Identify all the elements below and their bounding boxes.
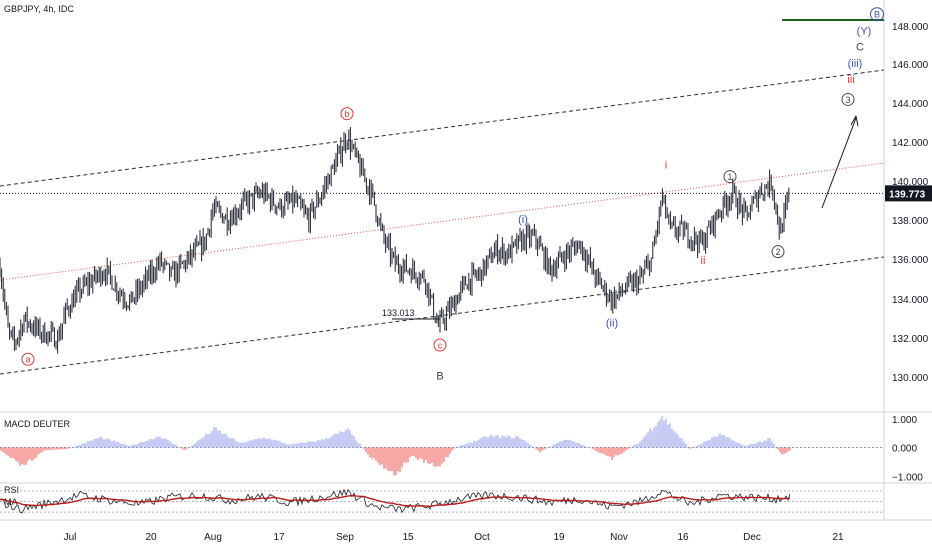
wave-label: b xyxy=(344,109,349,119)
wave-label: (Y) xyxy=(857,25,872,37)
wave-label: ii xyxy=(701,255,706,267)
x-tick-label: 17 xyxy=(273,532,285,543)
wave-label: i xyxy=(665,159,667,171)
projection-arrow xyxy=(821,117,857,209)
wave-label-circle xyxy=(723,170,737,184)
x-tick-label: Dec xyxy=(743,532,761,543)
macd-histogram xyxy=(0,416,791,476)
y-tick-label: 148.000 xyxy=(892,22,929,33)
wave-label: 2 xyxy=(775,247,780,257)
y-tick-label: 130.000 xyxy=(892,373,929,384)
macd-y-tick: 1.000 xyxy=(892,415,917,426)
wave-label: (iii) xyxy=(848,58,863,70)
x-tick-label: Jul xyxy=(64,532,77,543)
wave-label-circle xyxy=(340,107,354,121)
y-tick-label: 140.000 xyxy=(892,177,929,188)
wave-label: B xyxy=(874,10,880,20)
x-tick-label: 15 xyxy=(402,532,414,543)
x-tick-label: Aug xyxy=(204,532,222,543)
wave-label: 1 xyxy=(727,172,732,182)
wave-label: (ii) xyxy=(606,318,618,330)
wave-label: a xyxy=(25,355,30,365)
macd-y-tick: −1.000 xyxy=(892,472,923,483)
wave-label: (i) xyxy=(518,214,528,226)
x-tick-label: 20 xyxy=(145,532,157,543)
rsi-ma-label: MA xyxy=(4,497,18,507)
channel-lower-line xyxy=(0,256,885,375)
rsi-ma-line xyxy=(0,494,791,508)
wave-label-circle xyxy=(841,92,855,106)
wave-label-circle xyxy=(771,245,785,259)
wave-label: B xyxy=(436,370,443,382)
x-tick-label: Nov xyxy=(610,532,628,543)
symbol-title: GBPJPY, 4h, IDC xyxy=(4,4,74,14)
channel-midline xyxy=(0,162,885,281)
y-tick-label: 146.000 xyxy=(892,60,929,71)
low-level-label: 133.013 xyxy=(382,308,415,318)
y-tick-label: 142.000 xyxy=(892,138,929,149)
y-tick-label: 138.000 xyxy=(892,216,929,227)
projection-arrow-head xyxy=(850,115,859,127)
channel-upper-line xyxy=(0,69,885,187)
wave-label: C xyxy=(856,42,864,54)
wave-label: iii xyxy=(847,74,854,86)
x-tick-label: Sep xyxy=(336,532,354,543)
y-tick-label: 134.000 xyxy=(892,295,929,306)
macd-y-tick: 0.000 xyxy=(892,444,917,455)
x-tick-label: 21 xyxy=(832,532,844,543)
y-tick-label: 144.000 xyxy=(892,99,929,110)
price-bars xyxy=(0,127,790,354)
y-tick-label: 132.000 xyxy=(892,334,929,345)
rsi-line xyxy=(0,488,791,514)
last-price-label: 139.773 xyxy=(889,189,926,200)
wave-label-circle xyxy=(870,7,884,22)
macd-title: MACD DEUTER xyxy=(4,419,71,429)
rsi-title: RSI xyxy=(4,485,19,495)
x-tick-label: 16 xyxy=(677,532,689,543)
y-tick-label: 136.000 xyxy=(892,255,929,266)
wave-label-circle xyxy=(21,352,35,366)
x-tick-label: 19 xyxy=(553,532,565,543)
x-tick-label: Oct xyxy=(474,532,490,543)
wave-label: c xyxy=(438,341,443,351)
last-price-tag xyxy=(885,185,932,202)
wave-label: 3 xyxy=(845,95,850,105)
wave-label-circle xyxy=(433,338,447,352)
